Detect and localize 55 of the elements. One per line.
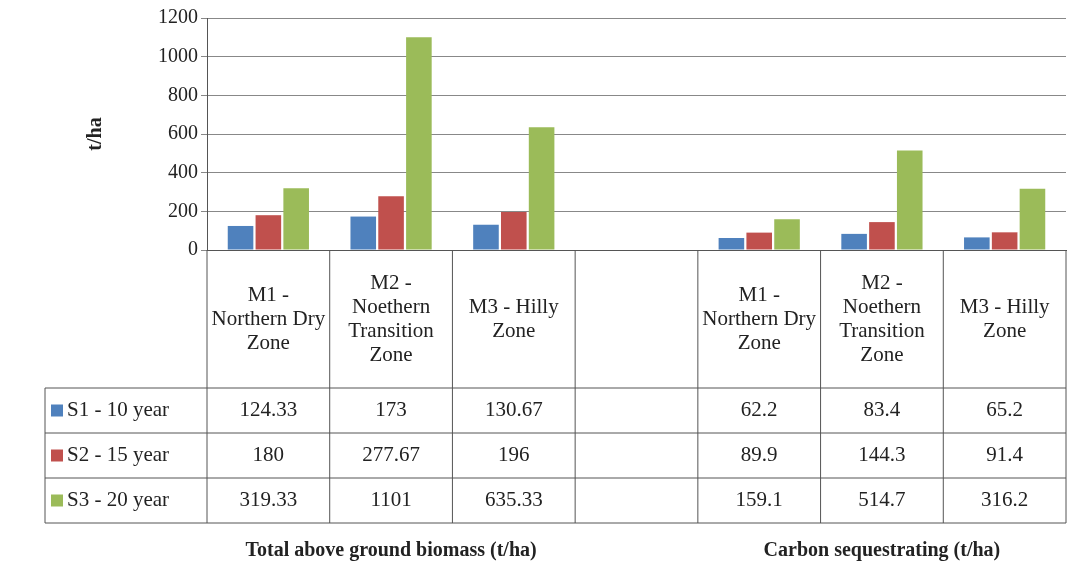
x-tick-label: M3 - Hilly Zone: [959, 293, 1051, 342]
bar: [964, 237, 990, 250]
bar: [869, 222, 895, 250]
y-tick-label: 1200: [158, 5, 198, 28]
data-label: 277.67: [362, 442, 420, 467]
bar: [473, 224, 499, 250]
x-tick-label: M2 - Noethern Transition Zone: [348, 269, 435, 366]
y-tick-label: 0: [188, 237, 198, 260]
data-label: 91.4: [986, 442, 1024, 467]
data-label: 144.3: [858, 442, 906, 467]
y-tick-label: 600: [168, 121, 198, 144]
bar: [255, 215, 282, 250]
bar: [378, 196, 404, 250]
data-label: 635.33: [484, 487, 543, 512]
bar: [528, 127, 555, 250]
bar: [746, 232, 773, 250]
legend-label: S1 - 10 year: [67, 397, 170, 422]
bar: [283, 188, 309, 250]
bar: [774, 219, 800, 250]
x-tick-label: M3 - Hilly Zone: [468, 293, 560, 342]
data-label: 316.2: [981, 487, 1029, 512]
y-tick-label: 200: [168, 198, 198, 221]
data-label: 130.67: [484, 397, 543, 422]
data-label: 124.33: [239, 397, 298, 422]
bar: [1019, 188, 1046, 250]
legend-label: S2 - 15 year: [67, 442, 170, 467]
bar: [227, 225, 254, 250]
data-label: 180: [252, 442, 285, 467]
data-label: 1101: [370, 487, 412, 512]
data-label: 62.2: [740, 397, 778, 422]
text: Carbon sequestrating (t/ha): [763, 538, 1001, 562]
text: Total above ground biomass (t/ha): [245, 538, 537, 562]
y-axis-title: t/ha: [83, 117, 106, 151]
data-label: 173: [375, 397, 407, 422]
bar: [350, 216, 377, 250]
bar: [841, 233, 867, 250]
data-label: 89.9: [740, 442, 778, 467]
legend-label: S3 - 20 year: [67, 487, 170, 512]
data-label: 83.4: [863, 397, 901, 422]
y-tick-label: 1000: [158, 43, 198, 66]
bar: [406, 37, 432, 250]
bar: [896, 150, 923, 250]
bar: [991, 232, 1018, 250]
x-tick-label: M1 - Northern Dry Zone: [211, 281, 326, 354]
data-label: 319.33: [239, 487, 298, 512]
x-tick-label: M1 - Northern Dry Zone: [702, 281, 817, 354]
data-label: 159.1: [735, 487, 783, 512]
y-tick-label: 800: [168, 82, 198, 105]
y-tick-label: 400: [168, 159, 198, 182]
data-label: 514.7: [858, 487, 906, 512]
x-tick-label: M2 - Noethern Transition Zone: [839, 269, 926, 366]
bar: [718, 237, 745, 250]
data-label: 65.2: [986, 397, 1024, 422]
data-label: 196: [498, 442, 530, 467]
bar: [500, 212, 527, 250]
